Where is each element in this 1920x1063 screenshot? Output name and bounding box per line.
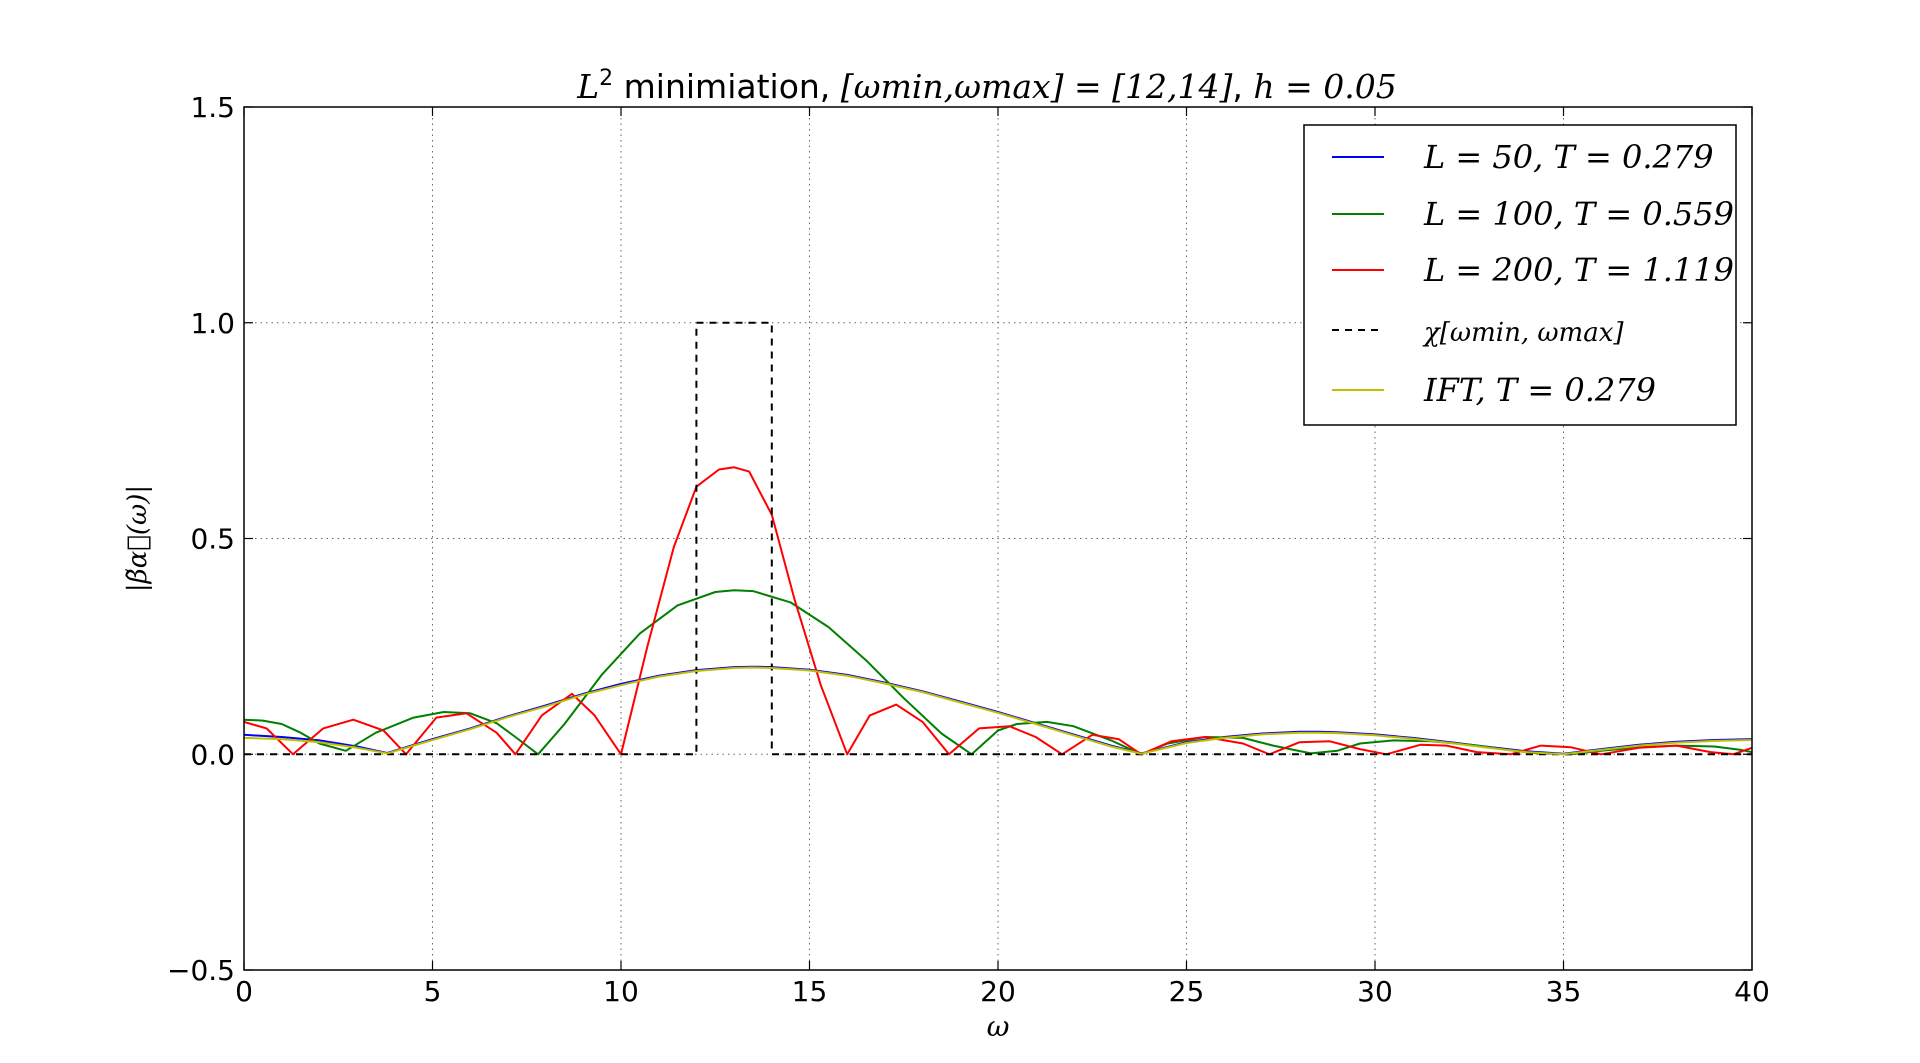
x-tick-label: 5 — [424, 975, 442, 1008]
series-line-3 — [244, 466, 1752, 756]
x-tick-label: 10 — [603, 975, 639, 1008]
legend-label-2: L = 100, T = 0.559 — [1423, 195, 1734, 233]
legend-label-3: L = 200, T = 1.119 — [1423, 251, 1734, 289]
plot-area-frame — [243, 106, 1753, 971]
chart-title: L2 minimiation, [ωmin,ωmax] = [12,14], h… — [576, 66, 1397, 106]
x-tick-label: 0 — [235, 975, 253, 1008]
legend-box — [1303, 124, 1737, 426]
y-tick-label: 0.0 — [190, 738, 235, 771]
x-tick-label: 35 — [1546, 975, 1582, 1008]
y-tick-label: 1.5 — [190, 91, 235, 124]
series-lines — [244, 321, 1752, 756]
axis-ticks: 0 5 10 15 20 25 30 35 40 −0.5 0.0 0.5 1.0 1.5 — [167, 91, 1770, 1008]
x-tick-label: 20 — [980, 975, 1016, 1008]
series-line-5 — [244, 666, 1752, 756]
x-tick-label: 40 — [1734, 975, 1770, 1008]
legend-label-1: L = 50, T = 0.279 — [1423, 138, 1714, 176]
x-tick-label: 30 — [1357, 975, 1393, 1008]
legend-label-5: IFT, T = 0.279 — [1423, 371, 1656, 409]
y-tick-label: 1.0 — [190, 307, 235, 340]
x-tick-label: 25 — [1169, 975, 1205, 1008]
legend-label-4: χ[ωmin, ωmax] — [1422, 318, 1624, 348]
legend: L = 50, T = 0.279 L = 100, T = 0.559 L = 2… — [1303, 124, 1737, 426]
x-axis-label: ω — [987, 1010, 1010, 1043]
y-tick-label: −0.5 — [167, 954, 235, 987]
y-axis-label: |β̃α⃗(ω)| — [123, 485, 153, 592]
series-line-4 — [244, 321, 1752, 756]
x-tick-label: 15 — [792, 975, 828, 1008]
y-tick-label: 0.5 — [190, 523, 235, 556]
